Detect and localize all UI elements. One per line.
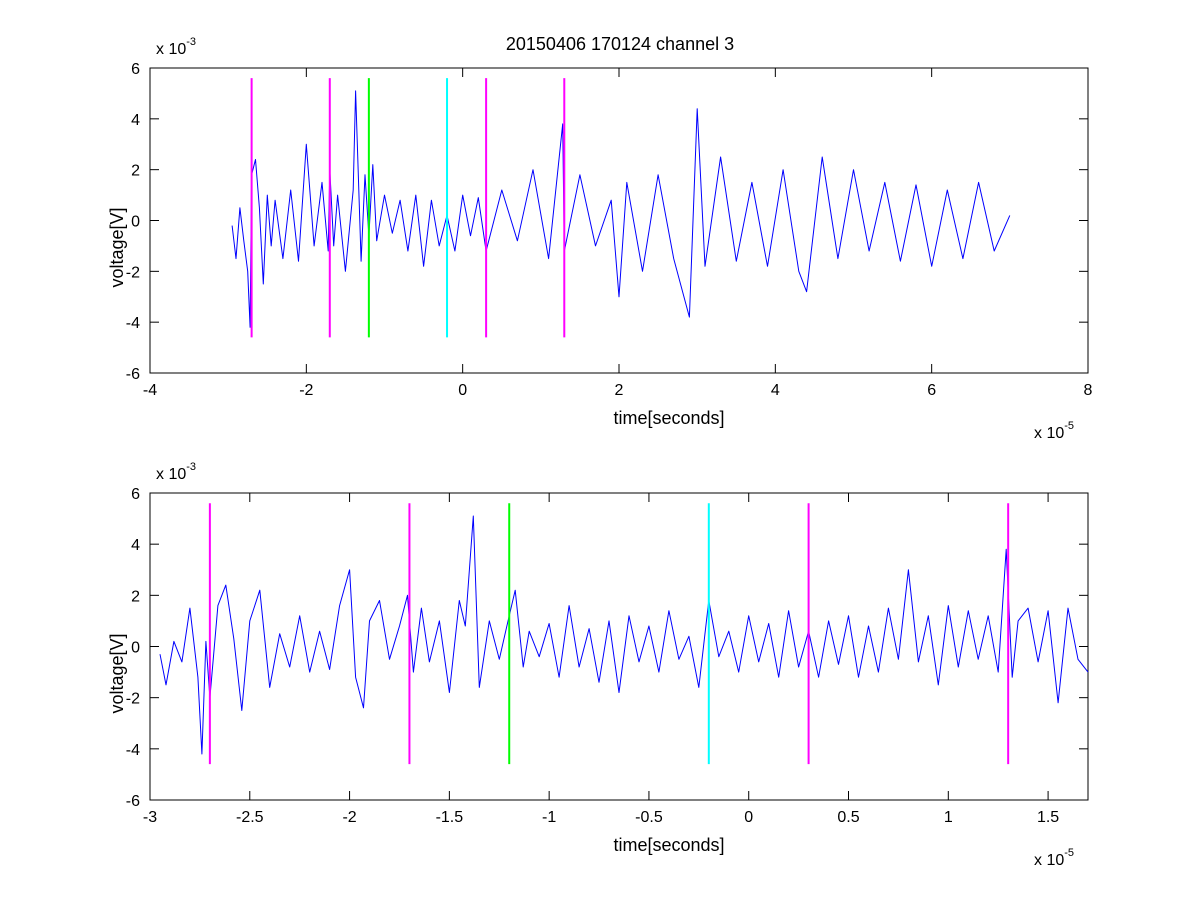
- chart-2-y-tick-label: -2: [126, 691, 140, 708]
- chart-2-axes-box: [149, 492, 1089, 801]
- chart-1-x-tick-label: 8: [1084, 382, 1093, 399]
- chart-2-y-multiplier: x 10-3: [156, 461, 196, 483]
- chart-1-y-tick-label: 2: [131, 163, 140, 180]
- chart-2-y-tick-label: 2: [131, 588, 140, 605]
- chart-1-x-axis-label: time[seconds]: [613, 408, 724, 428]
- chart-1-y-tick-label: -6: [126, 366, 140, 383]
- chart-2-x-tick-label: 1.5: [1037, 809, 1059, 826]
- chart-1-y-tick-label: -2: [126, 264, 140, 281]
- chart-1-x-multiplier: x 10-5: [1034, 420, 1074, 442]
- chart-2-y-tick-label: 6: [131, 486, 140, 503]
- chart-2-x-axis-label: time[seconds]: [613, 835, 724, 855]
- chart-2-y-axis-label: voltage[V]: [107, 633, 127, 713]
- chart-2-x-tick-label: -3: [143, 809, 157, 826]
- chart-2-x-tick-label: -2.5: [236, 809, 264, 826]
- chart-1: -4 -2 0 2 4 6 8-6-4-20246time[seconds]voltage[…: [107, 34, 1093, 442]
- chart-2-x-tick-label: 1: [944, 809, 953, 826]
- chart-1-axes-box: [149, 67, 1089, 374]
- chart-1-y-tick-label: 4: [131, 112, 140, 129]
- chart-2-y-tick-label: -4: [126, 742, 140, 759]
- chart-2-x-tick-label: -2: [342, 809, 356, 826]
- chart-2-x-tick-label: -0.5: [635, 809, 663, 826]
- chart-2-x-tick-label: 0: [744, 809, 753, 826]
- chart-1-y-tick-label: 0: [131, 214, 140, 231]
- chart-1-x-tick-label: -4: [143, 382, 157, 399]
- chart-2-x-tick-label: 0.5: [837, 809, 859, 826]
- chart-2-x-tick-label: -1.5: [436, 809, 464, 826]
- chart-2-y-tick-label: 0: [131, 640, 140, 657]
- chart-1-x-tick-label: 0: [458, 382, 467, 399]
- chart-1-y-tick-label: 6: [131, 61, 140, 78]
- chart-2-x-multiplier: x 10-5: [1034, 847, 1074, 869]
- chart-2-x-tick-label: -1: [542, 809, 556, 826]
- chart-2-y-tick-label: 4: [131, 537, 140, 554]
- chart-1-x-tick-label: 2: [615, 382, 624, 399]
- chart-2: -3 -2.5 -2 -1.5 -1 -0.5 0 0.5 1 1.5 -6 -4 -2 0 2 4 6 time…: [107, 461, 1089, 869]
- chart-1-signal-line: [231, 90, 1011, 328]
- chart-1-x-tick-label: -2: [299, 382, 313, 399]
- chart-1-x-tick-label: 4: [771, 382, 780, 399]
- chart-1-y-tick-label: -4: [126, 315, 140, 332]
- chart-1-y-axis-label: voltage[V]: [107, 207, 127, 287]
- chart-1-title: 20150406 170124 channel 3: [506, 34, 734, 54]
- chart-1-y-multiplier: x 10-3: [156, 36, 196, 58]
- chart-2-signal-line: [159, 515, 1089, 755]
- chart-1-x-tick-label: 6: [927, 382, 936, 399]
- chart-2-y-tick-label: -6: [126, 793, 140, 810]
